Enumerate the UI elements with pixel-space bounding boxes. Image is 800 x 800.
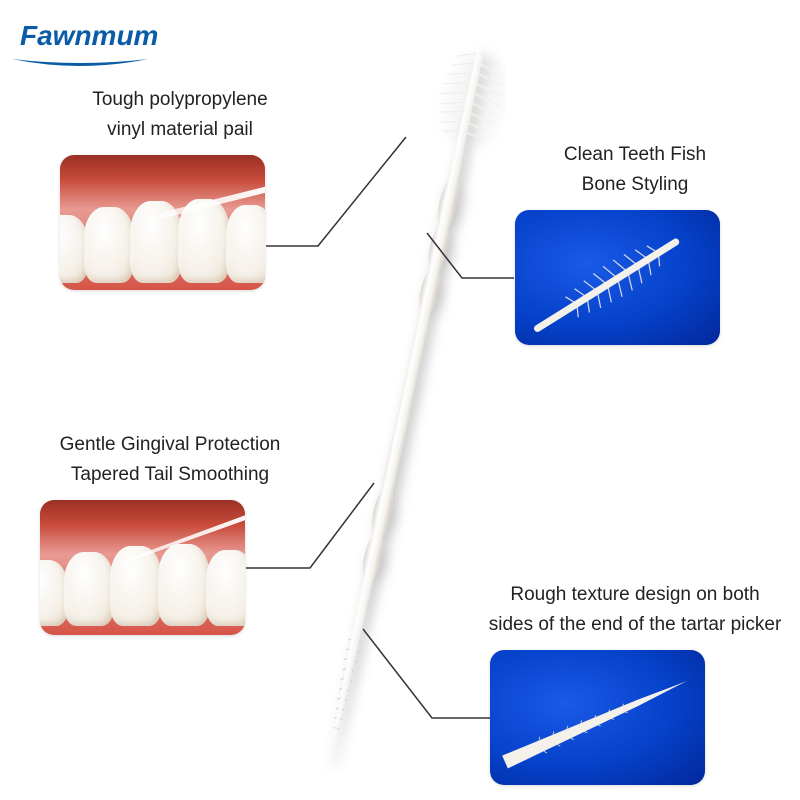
feature-3: Gentle Gingival Protection Tapered Tail …: [30, 430, 310, 491]
connector-4: [363, 629, 490, 718]
feature-1-line1: Tough polypropylene: [60, 85, 300, 115]
feature-4-image: [490, 650, 705, 785]
feature-2-line2: Bone Styling: [515, 170, 755, 200]
feature-1: Tough polypropylene vinyl material pail: [60, 85, 300, 146]
feature-1-text: Tough polypropylene vinyl material pail: [60, 85, 300, 146]
feature-4-line2: sides of the end of the tartar picker: [470, 610, 800, 640]
feature-2-line1: Clean Teeth Fish: [515, 140, 755, 170]
feature-3-text: Gentle Gingival Protection Tapered Tail …: [30, 430, 310, 491]
feature-3-line1: Gentle Gingival Protection: [30, 430, 310, 460]
brand-text: Fawnmum: [20, 20, 158, 52]
logo-swoosh-icon: [10, 55, 150, 69]
product-illustration: [305, 35, 505, 775]
feature-4-text: Rough texture design on both sides of th…: [470, 580, 800, 641]
brush-tip-icon: [515, 210, 720, 345]
connector-2: [427, 233, 514, 278]
feature-1-line2: vinyl material pail: [60, 115, 300, 145]
feature-2: Clean Teeth Fish Bone Styling: [515, 140, 755, 201]
connector-3: [246, 483, 374, 568]
feature-3-image: [40, 500, 245, 635]
feature-4-line1: Rough texture design on both: [470, 580, 800, 610]
feature-2-text: Clean Teeth Fish Bone Styling: [515, 140, 755, 201]
feature-1-image: [60, 155, 265, 290]
tapered-tip-icon: [490, 650, 705, 785]
feature-4: Rough texture design on both sides of th…: [470, 580, 800, 641]
feature-2-image: [515, 210, 720, 345]
connector-1: [266, 137, 406, 246]
brand-logo: Fawnmum: [8, 8, 228, 63]
feature-3-line2: Tapered Tail Smoothing: [30, 460, 310, 490]
